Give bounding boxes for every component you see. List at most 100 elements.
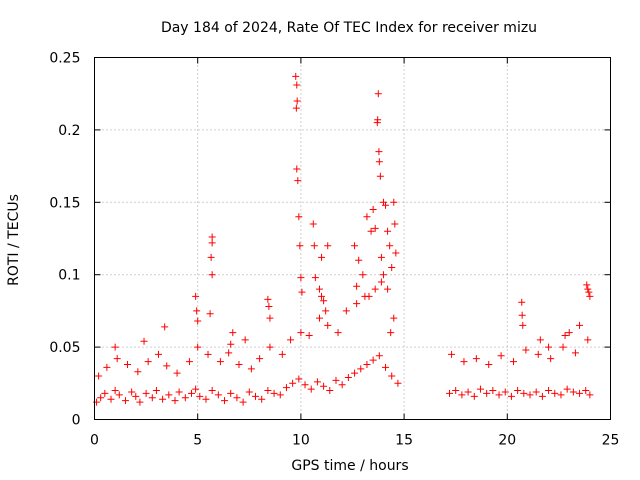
data-point — [111, 387, 119, 395]
x-tick-label: 5 — [193, 433, 202, 449]
data-point — [374, 90, 382, 98]
data-point — [295, 375, 303, 383]
data-point — [148, 394, 156, 402]
data-point — [483, 389, 491, 397]
data-point — [124, 360, 132, 368]
data-point — [216, 358, 224, 366]
data-point — [464, 388, 472, 396]
data-point — [565, 329, 573, 337]
data-point — [258, 395, 266, 403]
data-point — [576, 321, 584, 329]
data-point — [188, 389, 196, 397]
data-point — [171, 397, 179, 405]
data-point — [245, 388, 253, 396]
y-tick-label: 0.1 — [58, 268, 80, 284]
data-point — [233, 394, 241, 402]
data-point — [293, 81, 301, 89]
data-point — [376, 172, 384, 180]
y-axis-label: ROTI / TECUs — [6, 194, 22, 286]
data-point — [369, 206, 377, 214]
data-point — [367, 227, 375, 235]
data-point — [363, 213, 371, 221]
data-point — [371, 224, 379, 232]
data-point — [522, 346, 530, 354]
data-point — [265, 303, 273, 311]
data-point — [101, 389, 109, 397]
data-point — [534, 350, 542, 358]
chart-title: Day 184 of 2024, Rate Of TEC Index for r… — [161, 20, 537, 36]
data-point — [95, 372, 103, 380]
data-point — [392, 249, 400, 257]
data-point — [270, 389, 278, 397]
data-point — [293, 97, 301, 105]
data-point — [256, 355, 264, 363]
y-tick-label: 0.05 — [49, 340, 80, 356]
data-point — [332, 376, 340, 384]
data-point — [369, 356, 377, 364]
data-point — [557, 391, 565, 399]
y-tick-label: 0.2 — [58, 123, 80, 139]
data-point — [287, 336, 295, 344]
data-point — [194, 343, 202, 351]
data-point — [384, 227, 392, 235]
data-point — [206, 310, 214, 318]
data-point — [318, 292, 326, 300]
data-point — [374, 116, 382, 124]
data-point — [181, 394, 189, 402]
data-point — [386, 242, 394, 250]
data-point — [305, 332, 313, 340]
data-point — [497, 352, 505, 360]
data-point — [264, 295, 272, 303]
data-point — [472, 355, 480, 363]
data-point — [154, 350, 162, 358]
plot-frame — [94, 57, 611, 420]
data-point — [97, 394, 105, 402]
data-point — [251, 392, 259, 400]
data-point — [311, 274, 319, 282]
x-axis-label: GPS time / hours — [291, 458, 408, 474]
data-point — [202, 395, 210, 403]
data-point — [452, 387, 460, 395]
data-point — [134, 368, 142, 376]
x-tick-label: 15 — [395, 433, 413, 449]
data-point — [586, 391, 594, 399]
data-point — [538, 392, 546, 400]
data-point — [359, 271, 367, 279]
x-tick-label: 20 — [498, 433, 516, 449]
data-point — [338, 381, 346, 389]
data-point — [193, 307, 201, 315]
data-point — [140, 337, 148, 345]
data-point — [235, 360, 243, 368]
data-point — [175, 388, 183, 396]
data-point — [576, 389, 584, 397]
data-point — [584, 336, 592, 344]
data-point — [196, 392, 204, 400]
data-point — [103, 363, 111, 371]
data-point — [278, 350, 286, 358]
data-point — [532, 388, 540, 396]
data-point — [241, 336, 249, 344]
data-point — [298, 288, 306, 296]
data-point — [586, 292, 594, 300]
data-point — [297, 274, 305, 282]
data-point — [509, 358, 517, 366]
data-point — [292, 104, 300, 112]
y-tick-labels: 0 0.05 0.1 0.15 0.2 0.25 — [49, 51, 80, 429]
data-point — [382, 363, 390, 371]
data-point — [247, 365, 255, 373]
data-point — [390, 314, 398, 322]
data-point — [351, 242, 359, 250]
data-point — [507, 392, 515, 400]
data-point — [293, 165, 301, 173]
y-tick-label: 0.25 — [49, 51, 80, 67]
data-point — [297, 329, 305, 337]
data-point — [355, 256, 363, 264]
data-point — [377, 253, 385, 261]
data-point — [132, 392, 140, 400]
data-point — [294, 177, 302, 185]
data-point — [208, 387, 216, 395]
data-point — [519, 321, 527, 329]
data-point — [584, 285, 592, 293]
data-point — [165, 391, 173, 399]
